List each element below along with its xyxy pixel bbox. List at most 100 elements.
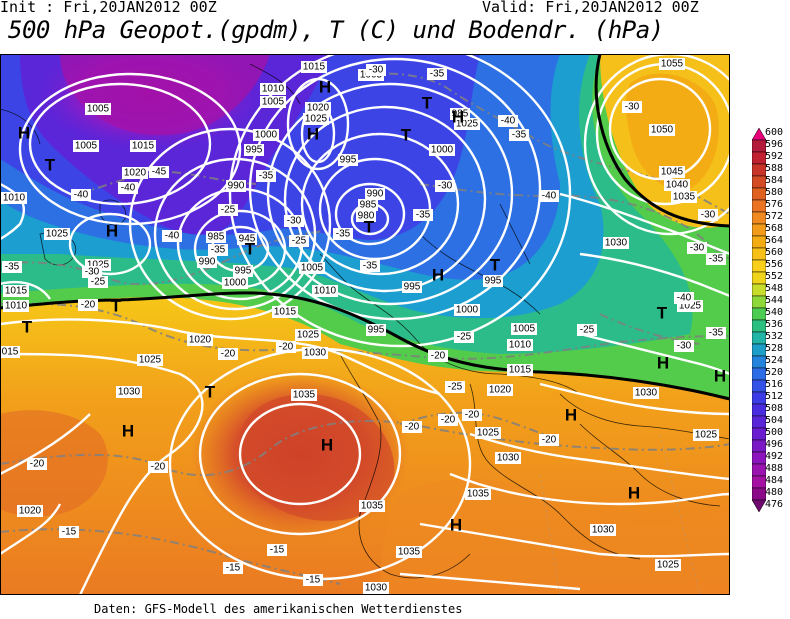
legend-label: 584 — [765, 175, 784, 186]
legend-swatch — [751, 235, 767, 249]
pressure-label-bg — [465, 488, 491, 500]
pressure-label-bg — [487, 384, 513, 396]
pressure-label: 985 — [452, 109, 469, 120]
pressure-label-bg — [454, 304, 480, 316]
legend-label: 508 — [765, 403, 784, 414]
pressure-label-bg — [122, 167, 148, 179]
pressure-label-bg — [272, 306, 298, 318]
pressure-label-bg — [655, 559, 681, 571]
temperature-label: -20 — [151, 462, 166, 473]
legend-label: 500 — [765, 427, 784, 438]
pressure-label: 1000 — [431, 145, 454, 156]
pressure-label: 995 — [485, 276, 502, 287]
pressure-label: 1015 — [303, 62, 326, 73]
temperature-label: -35 — [211, 245, 226, 256]
temperature-label-bg — [366, 64, 386, 76]
pressure-label: 1030 — [497, 453, 520, 464]
temperature-label: -40 — [677, 293, 692, 304]
pressure-label: 1025 — [297, 330, 320, 341]
temperature-label-bg — [427, 68, 447, 80]
pressure-label-bg — [3, 285, 29, 297]
temperature-label: -25 — [292, 236, 307, 247]
pressure-label-bg — [402, 281, 422, 293]
temperature-label-bg — [539, 434, 559, 446]
legend-swatch — [751, 163, 767, 177]
temperature-label: -30 — [701, 210, 716, 221]
temperature-label: -30 — [625, 102, 640, 113]
pressure-label-bg — [44, 228, 70, 240]
high-pressure-center: H — [106, 221, 118, 240]
temperature-label-bg — [276, 341, 296, 353]
low-pressure-center: T — [422, 93, 433, 112]
temperature-label-bg — [454, 331, 474, 343]
temperature-label: -20 — [221, 349, 236, 360]
legend-swatch — [751, 415, 767, 429]
high-pressure-center: H — [450, 515, 462, 534]
pressure-label: 1000 — [224, 278, 247, 289]
pressure-label-bg — [17, 505, 43, 517]
legend-swatch — [751, 271, 767, 285]
legend-label: 520 — [765, 367, 784, 378]
pressure-label-bg — [187, 334, 213, 346]
latlon-grid — [539, 433, 701, 595]
pressure-label-bg — [0, 346, 20, 358]
valid-time: Valid: Fri,20JAN2012 00Z — [482, 0, 699, 16]
pressure-label: 990 — [228, 181, 245, 192]
legend-swatch — [751, 403, 767, 417]
temperature-label-bg — [82, 266, 102, 278]
temperature-label-bg — [674, 340, 694, 352]
pressure-label-bg — [295, 329, 321, 341]
pressure-label: 995 — [368, 325, 385, 336]
pressure-label: 1010 — [3, 193, 26, 204]
pressure-label: 1010 — [509, 340, 532, 351]
pressure-label: 1015 — [5, 286, 28, 297]
legend-swatch — [751, 319, 767, 333]
pressure-label: 1030 — [118, 387, 141, 398]
legend-swatch — [751, 331, 767, 345]
pressure-label: 1035 — [467, 489, 490, 500]
temperature-label-bg — [445, 381, 465, 393]
temperature-label-bg — [687, 242, 707, 254]
pressure-label: 1055 — [661, 59, 684, 70]
temperature-label: -20 — [441, 415, 456, 426]
temperature-label-bg — [88, 276, 108, 288]
pressure-label-bg — [1, 192, 27, 204]
pressure-label: 1040 — [666, 180, 689, 191]
pressure-label-bg — [206, 231, 226, 243]
temperature-label: -20 — [431, 351, 446, 362]
data-source-note: Daten: GFS-Modell des amerikanischen Wet… — [94, 602, 463, 616]
pressure-label-bg — [338, 154, 358, 166]
pressure-label-bg — [363, 582, 389, 594]
legend-label: 496 — [765, 439, 784, 450]
high-pressure-center: H — [628, 483, 640, 502]
pressure-label: 1020 — [19, 506, 42, 517]
temperature-label-bg — [706, 253, 726, 265]
pressure-label: 990 — [199, 257, 216, 268]
contour-ne — [594, 54, 730, 228]
temperature-label: -20 — [279, 342, 294, 353]
pressure-label: 1025 — [477, 428, 500, 439]
temperature-label-bg — [208, 244, 228, 256]
pressure-label-bg — [130, 140, 156, 152]
pressure-label-bg — [233, 265, 253, 277]
temperature-label: -15 — [226, 563, 241, 574]
temperature-label-bg — [218, 204, 238, 216]
temperature-label: -20 — [405, 422, 420, 433]
coastlines — [0, 63, 730, 579]
low-pressure-center: T — [45, 155, 56, 174]
pressure-label-bg — [358, 199, 378, 211]
pressure-label: 1005 — [513, 324, 536, 335]
pressure-label-bg — [483, 275, 503, 287]
temperature-label: -35 — [259, 171, 274, 182]
legend-label: 556 — [765, 259, 784, 270]
pressure-label-bg — [659, 58, 685, 70]
temperature-label-bg — [71, 189, 91, 201]
temperature-label-bg — [462, 409, 482, 421]
temperature-label-bg — [148, 461, 168, 473]
temperature-label: -20 — [542, 435, 557, 446]
legend-swatch — [751, 463, 767, 477]
pressure-label: 1025 — [679, 301, 702, 312]
pressure-label: 1015 — [509, 365, 532, 376]
legend-swatch — [751, 199, 767, 213]
